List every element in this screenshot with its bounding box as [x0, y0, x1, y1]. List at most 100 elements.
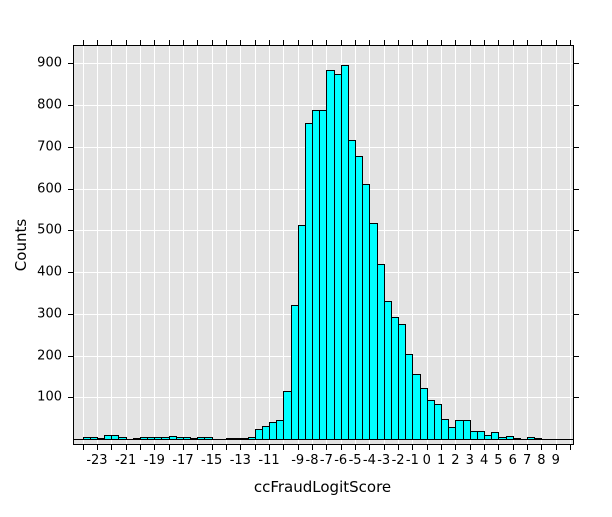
vertical-gridline [512, 46, 514, 444]
x-tick-label: 5 [494, 453, 503, 468]
vertical-gridline [182, 46, 184, 444]
vertical-gridline [82, 46, 84, 444]
x-tick-label: 2 [451, 453, 460, 468]
vertical-gridline [498, 46, 500, 444]
vertical-gridline [469, 46, 471, 444]
x-axis-top-tick [326, 40, 328, 45]
x-axis-tick [570, 445, 572, 450]
vertical-gridline [383, 46, 385, 444]
vertical-gridline [111, 46, 113, 444]
y-axis-right-tick [574, 272, 579, 274]
x-axis-top-tick [355, 40, 357, 45]
x-axis-tick [139, 445, 141, 450]
x-tick-label: -2 [391, 453, 405, 468]
histogram-bar [534, 438, 543, 440]
vertical-gridline [484, 46, 486, 444]
vertical-gridline [168, 46, 170, 444]
x-axis-top-tick [168, 40, 170, 45]
vertical-gridline [398, 46, 400, 444]
vertical-gridline [96, 46, 98, 444]
x-axis-tick [412, 445, 414, 450]
x-axis-tick [441, 445, 443, 450]
x-axis-tick [340, 445, 342, 450]
y-axis-tick [68, 63, 73, 65]
x-axis-tick [283, 445, 285, 450]
x-axis-tick [168, 445, 170, 450]
horizontal-gridline [74, 105, 573, 107]
y-axis-tick [68, 230, 73, 232]
x-axis-top-tick [111, 40, 113, 45]
y-axis-right-tick [574, 313, 579, 315]
x-tick-label: -15 [201, 453, 223, 468]
x-axis-tick [512, 445, 514, 450]
x-axis-tick [355, 445, 357, 450]
x-axis-tick [383, 445, 385, 450]
x-tick-label: -17 [172, 453, 194, 468]
y-axis-tick [68, 146, 73, 148]
x-axis-top-tick [182, 40, 184, 45]
y-axis-right-tick [574, 230, 579, 232]
x-axis-title: ccFraudLogitScore [253, 478, 392, 496]
x-axis-top-tick [240, 40, 242, 45]
x-axis-top-tick [312, 40, 314, 45]
x-axis-top-tick [383, 40, 385, 45]
vertical-gridline [283, 46, 285, 444]
x-axis-tick [240, 445, 242, 450]
y-axis-tick [68, 313, 73, 315]
histogram-bar [204, 437, 213, 440]
horizontal-gridline [74, 63, 573, 65]
x-axis-top-tick [541, 40, 543, 45]
x-tick-label: 6 [508, 453, 517, 468]
x-axis-top-tick [455, 40, 457, 45]
vertical-gridline [455, 46, 457, 444]
vertical-gridline [154, 46, 156, 444]
x-axis-tick [182, 445, 184, 450]
x-axis-top-tick [211, 40, 213, 45]
x-tick-label: -5 [348, 453, 362, 468]
x-axis-tick [498, 445, 500, 450]
y-tick-label: 100 [37, 389, 62, 405]
x-tick-label: -19 [143, 453, 165, 468]
x-axis-tick [125, 445, 127, 450]
x-axis-tick [154, 445, 156, 450]
x-tick-label: 0 [422, 453, 431, 468]
x-axis-tick [96, 445, 98, 450]
x-axis-tick [82, 445, 84, 450]
x-tick-label: -7 [319, 453, 333, 468]
x-axis-tick [269, 445, 270, 450]
y-tick-label: 800 [37, 97, 62, 113]
x-axis-top-tick [498, 40, 500, 45]
x-axis-top-tick [82, 40, 84, 45]
x-axis-tick [211, 445, 213, 450]
plot-panel [73, 45, 574, 445]
x-axis-top-tick [254, 40, 256, 45]
x-axis-tick [527, 445, 529, 450]
x-tick-label: -23 [86, 453, 108, 468]
x-axis-tick [541, 445, 543, 450]
y-tick-label: 700 [37, 139, 62, 155]
x-axis-top-tick [369, 40, 371, 45]
x-axis-tick [484, 445, 486, 450]
vertical-gridline [527, 46, 529, 444]
y-axis-right-tick [574, 146, 579, 148]
vertical-gridline [125, 46, 127, 444]
y-axis-right-tick [574, 355, 579, 357]
vertical-gridline [441, 46, 443, 444]
y-axis-right-tick [574, 188, 579, 190]
y-axis-tick [68, 272, 73, 274]
x-axis-top-tick [512, 40, 514, 45]
x-axis-top-tick [125, 40, 127, 45]
vertical-gridline [197, 46, 199, 444]
y-tick-label: 500 [37, 222, 62, 238]
x-axis-top-tick [197, 40, 199, 45]
vertical-gridline [211, 46, 213, 444]
x-tick-label: 4 [479, 453, 489, 468]
histogram-bar [491, 432, 500, 440]
y-axis-tick [68, 355, 73, 357]
vertical-gridline [254, 46, 256, 444]
x-axis-top-tick [154, 40, 156, 45]
x-axis-tick [555, 445, 557, 450]
x-axis-top-tick [139, 40, 141, 45]
histogram-bar [462, 419, 471, 440]
